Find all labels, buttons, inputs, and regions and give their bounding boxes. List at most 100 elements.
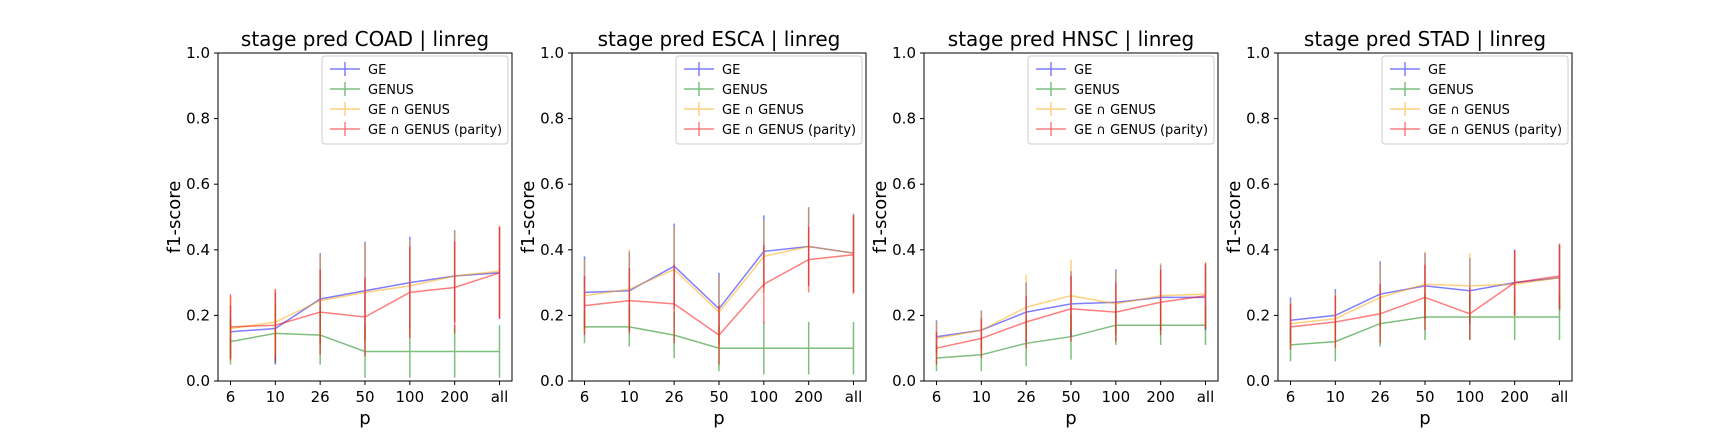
legend-swatch [1036, 62, 1066, 76]
y-tick-label: 0.2 [186, 306, 210, 324]
series-4 [229, 226, 501, 362]
y-tick-label: 0.0 [186, 372, 210, 390]
x-axis-label: p [359, 408, 370, 429]
x-tick-label: 200 [440, 388, 469, 406]
legend-label: GE ∩ GENUS (parity) [1074, 123, 1208, 138]
legend-label: GE ∩ GENUS (parity) [368, 123, 502, 138]
legend-label: GE ∩ GENUS (parity) [1428, 123, 1562, 138]
y-tick-label: 0.4 [186, 241, 210, 259]
series-4 [935, 262, 1207, 365]
y-tick-label: 0.2 [892, 306, 916, 324]
y-tick-label: 0.8 [892, 110, 916, 128]
legend-box [321, 55, 509, 145]
x-tick-label: all [491, 388, 509, 406]
y-tick-label: 0.4 [540, 241, 564, 259]
y-tick-label: 0.8 [540, 110, 564, 128]
legend-swatch [330, 122, 360, 136]
x-tick-label: 26 [665, 388, 684, 406]
x-tick-label: 100 [1456, 388, 1485, 406]
y-tick-label: 0.0 [892, 372, 916, 390]
y-tick-label: 0.0 [1246, 372, 1270, 390]
y-tick-label: 0.4 [892, 241, 916, 259]
y-tick-label: 0.6 [540, 175, 564, 193]
y-tick-label: 0.0 [540, 372, 564, 390]
x-tick-label: 10 [266, 388, 285, 406]
y-tick-label: 0.6 [1246, 175, 1270, 193]
x-tick-label: 50 [1415, 388, 1434, 406]
y-tick-label: 1.0 [540, 44, 564, 62]
y-axis-label: f1-score [518, 181, 539, 254]
x-tick-label: all [845, 388, 863, 406]
x-tick-label: 26 [311, 388, 330, 406]
legend-swatch [1036, 82, 1066, 96]
x-tick-label: 6 [580, 388, 590, 406]
legend-swatch [1390, 122, 1420, 136]
x-axis-label: p [1419, 408, 1430, 429]
series-4 [1289, 243, 1561, 350]
y-tick-label: 0.8 [1246, 110, 1270, 128]
legend-swatch [1036, 122, 1066, 136]
series-4 [583, 215, 855, 365]
legend-swatch [330, 82, 360, 96]
chart-title: stage pred ESCA | linreg [598, 27, 841, 51]
legend-swatch [684, 102, 714, 116]
legend-label: GE ∩ GENUS [722, 103, 804, 118]
y-tick-label: 1.0 [892, 44, 916, 62]
chart-title: stage pred STAD | linreg [1304, 27, 1546, 51]
chart-panel-2: stage pred ESCA | linreg 0.0 0.2 0.4 0.6 0.8 1… [518, 27, 867, 429]
legend-label: GENUS [1428, 83, 1474, 98]
chart-panel-1: stage pred COAD | linreg 0.0 0.2 0.4 0.6 0.8 1… [164, 27, 513, 429]
legend-label: GE ∩ GENUS [368, 103, 450, 118]
legend-swatch [1390, 62, 1420, 76]
legend-label: GENUS [722, 83, 768, 98]
x-tick-label: 100 [1102, 388, 1131, 406]
legend-swatch [684, 122, 714, 136]
y-tick-label: 0.2 [1246, 306, 1270, 324]
x-tick-label: 6 [226, 388, 236, 406]
chart-title: stage pred HNSC | linreg [948, 27, 1194, 51]
x-axis-label: p [713, 408, 724, 429]
x-tick-label: 50 [1061, 388, 1080, 406]
legend-label: GE [368, 63, 386, 78]
legend-box [675, 55, 863, 145]
legend-swatch [1390, 102, 1420, 116]
x-tick-label: 50 [355, 388, 374, 406]
x-tick-label: 200 [1146, 388, 1175, 406]
legend-swatch [684, 82, 714, 96]
legend-swatch [330, 62, 360, 76]
y-tick-label: 0.6 [892, 175, 916, 193]
x-tick-label: 6 [1286, 388, 1296, 406]
legend-label: GE [722, 63, 740, 78]
legend-label: GE ∩ GENUS [1428, 103, 1510, 118]
legend-label: GE [1428, 63, 1446, 78]
x-tick-label: 6 [932, 388, 942, 406]
legend-label: GE [1074, 63, 1092, 78]
legend-swatch [684, 62, 714, 76]
x-tick-label: 26 [1371, 388, 1390, 406]
legend-swatch [1036, 102, 1066, 116]
x-tick-label: all [1551, 388, 1569, 406]
legend-box [1027, 55, 1215, 145]
legend-swatch [1390, 82, 1420, 96]
x-tick-label: 200 [1500, 388, 1529, 406]
x-tick-label: 10 [1326, 388, 1345, 406]
y-tick-label: 0.6 [186, 175, 210, 193]
x-tick-label: 100 [396, 388, 425, 406]
legend-label: GE ∩ GENUS (parity) [722, 123, 856, 138]
chart-panel-4: stage pred STAD | linreg 0.0 0.2 0.4 0.6 0.8 1… [1224, 27, 1573, 429]
y-tick-label: 1.0 [186, 44, 210, 62]
y-axis-label: f1-score [164, 181, 185, 254]
x-tick-label: 10 [972, 388, 991, 406]
x-tick-label: all [1197, 388, 1215, 406]
chart-title: stage pred COAD | linreg [241, 27, 489, 51]
legend-box [1381, 55, 1569, 145]
legend-swatch [330, 102, 360, 116]
x-tick-label: 10 [620, 388, 639, 406]
y-tick-label: 0.8 [186, 110, 210, 128]
x-tick-label: 100 [750, 388, 779, 406]
chart-panel-3: stage pred HNSC | linreg 0.0 0.2 0.4 0.6 0.8 1… [870, 27, 1219, 429]
x-tick-label: 50 [709, 388, 728, 406]
y-axis-label: f1-score [870, 181, 891, 254]
y-tick-label: 0.2 [540, 306, 564, 324]
